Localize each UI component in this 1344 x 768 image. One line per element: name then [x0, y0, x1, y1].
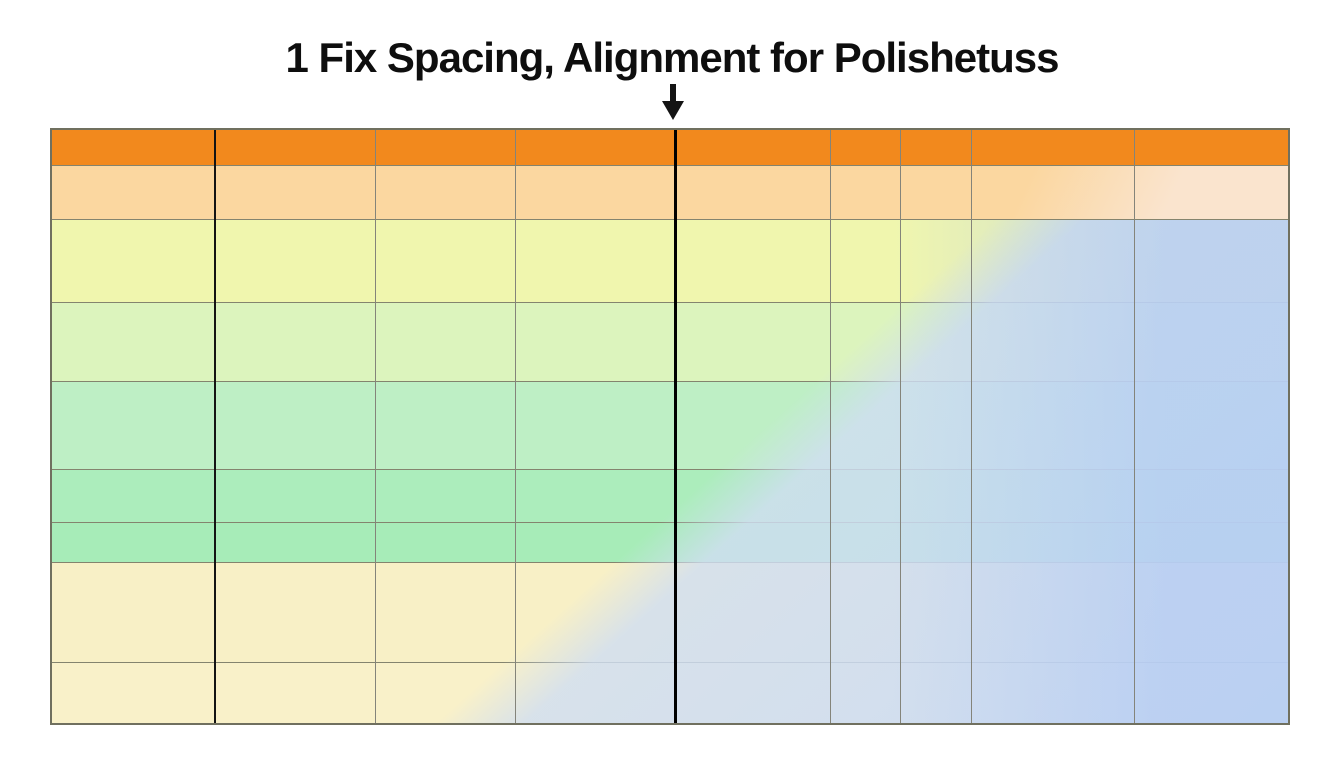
green-row-2 [52, 523, 1288, 563]
down-arrow-icon [659, 84, 687, 120]
yellow-green-row [52, 303, 1288, 382]
color-grid-table [50, 128, 1290, 725]
cream-row [52, 563, 1288, 663]
cream-row-2 [52, 663, 1288, 723]
light-green-row [52, 382, 1288, 470]
yellow-row [52, 220, 1288, 303]
header-row [52, 130, 1288, 166]
page-title: 1 Fix Spacing, Alignment for Polishetuss [285, 34, 1060, 81]
green-row [52, 470, 1288, 523]
peach-row [52, 166, 1288, 220]
